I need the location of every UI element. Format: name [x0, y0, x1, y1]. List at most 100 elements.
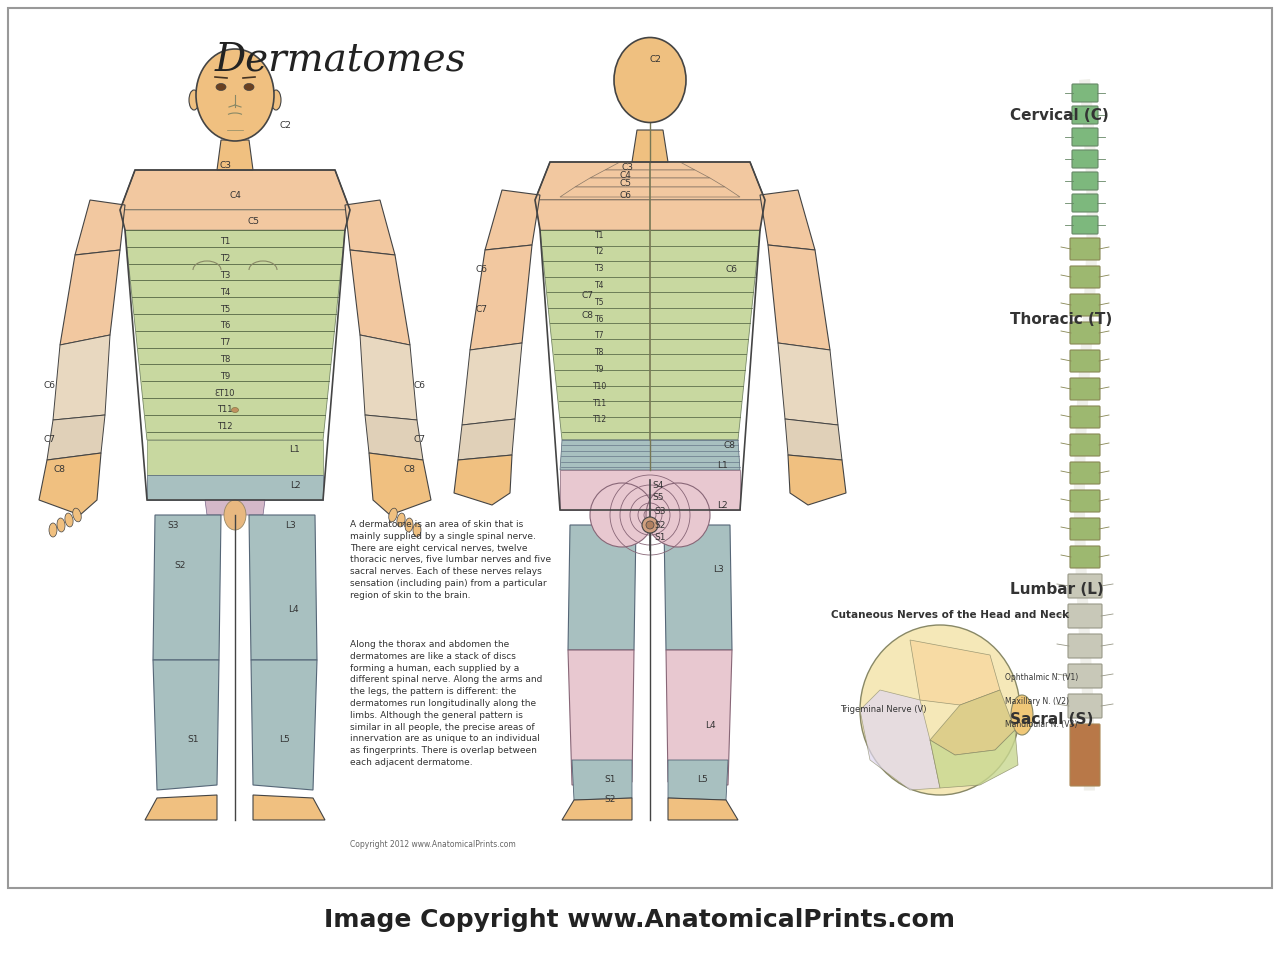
FancyBboxPatch shape: [1073, 106, 1098, 124]
Text: Ophthalmic N. (V1): Ophthalmic N. (V1): [1005, 674, 1078, 683]
Polygon shape: [540, 230, 760, 440]
Text: S1: S1: [187, 735, 198, 745]
Text: C8: C8: [404, 466, 416, 474]
FancyBboxPatch shape: [1070, 350, 1100, 372]
Text: Sacral (S): Sacral (S): [1010, 712, 1093, 728]
Polygon shape: [470, 245, 532, 350]
FancyBboxPatch shape: [1068, 664, 1102, 688]
Polygon shape: [664, 525, 732, 650]
Polygon shape: [485, 190, 540, 250]
Text: T2: T2: [220, 254, 230, 263]
Ellipse shape: [49, 523, 58, 537]
Polygon shape: [931, 690, 1015, 755]
Text: C6: C6: [476, 266, 488, 275]
Polygon shape: [572, 760, 632, 800]
Ellipse shape: [73, 508, 81, 522]
FancyBboxPatch shape: [1073, 194, 1098, 212]
Polygon shape: [568, 525, 636, 650]
FancyBboxPatch shape: [1073, 172, 1098, 190]
Polygon shape: [535, 200, 765, 230]
Text: T8: T8: [220, 355, 230, 364]
Polygon shape: [668, 798, 739, 820]
Text: C2: C2: [649, 56, 660, 64]
Ellipse shape: [244, 84, 253, 90]
Text: T3: T3: [220, 271, 230, 280]
Polygon shape: [145, 795, 218, 820]
Text: S5: S5: [653, 493, 664, 502]
Polygon shape: [788, 455, 846, 505]
Polygon shape: [910, 640, 1000, 705]
Text: Dermatomes: Dermatomes: [214, 41, 466, 79]
FancyBboxPatch shape: [1073, 150, 1098, 168]
Text: T9: T9: [595, 365, 604, 373]
Polygon shape: [147, 475, 323, 500]
Ellipse shape: [189, 90, 198, 110]
Text: T11: T11: [218, 405, 233, 415]
Ellipse shape: [1011, 695, 1033, 735]
Text: L1: L1: [289, 445, 301, 454]
Polygon shape: [778, 343, 838, 425]
Ellipse shape: [216, 84, 227, 90]
Text: L2: L2: [717, 500, 727, 510]
Text: S3: S3: [168, 520, 179, 530]
FancyBboxPatch shape: [1070, 462, 1100, 484]
Ellipse shape: [397, 513, 406, 527]
FancyBboxPatch shape: [1070, 546, 1100, 568]
Text: C6: C6: [44, 380, 56, 390]
Text: S2: S2: [174, 561, 186, 569]
Text: ƐT10: ƐT10: [215, 389, 236, 397]
Text: C8: C8: [724, 441, 736, 449]
Text: S2: S2: [654, 520, 666, 530]
Polygon shape: [666, 650, 732, 785]
Text: T12: T12: [218, 422, 233, 431]
Text: C8: C8: [582, 310, 594, 320]
Polygon shape: [154, 515, 221, 660]
Text: C7: C7: [582, 291, 594, 300]
Text: S2: S2: [604, 796, 616, 804]
Polygon shape: [561, 440, 740, 470]
Text: Trigeminal Nerve (V): Trigeminal Nerve (V): [840, 706, 927, 714]
Polygon shape: [205, 500, 265, 515]
Polygon shape: [590, 170, 710, 178]
Text: T11: T11: [593, 398, 607, 407]
Polygon shape: [251, 660, 317, 790]
Text: C4: C4: [620, 171, 631, 180]
Text: C5: C5: [247, 218, 259, 227]
Polygon shape: [668, 760, 728, 800]
FancyBboxPatch shape: [1070, 434, 1100, 456]
FancyBboxPatch shape: [1070, 238, 1100, 260]
Text: Maxillary N. (V2): Maxillary N. (V2): [1005, 698, 1069, 707]
Text: T3: T3: [595, 264, 604, 273]
Polygon shape: [76, 200, 125, 255]
Text: C6: C6: [726, 266, 739, 275]
Polygon shape: [120, 170, 349, 210]
Ellipse shape: [232, 407, 238, 413]
Text: C7: C7: [413, 436, 426, 444]
FancyBboxPatch shape: [1070, 378, 1100, 400]
FancyBboxPatch shape: [1073, 216, 1098, 234]
Polygon shape: [562, 798, 632, 820]
FancyBboxPatch shape: [1068, 604, 1102, 628]
Text: Thoracic (T): Thoracic (T): [1010, 313, 1112, 327]
Text: Cervical (C): Cervical (C): [1010, 108, 1108, 123]
Polygon shape: [360, 335, 417, 420]
Text: T10: T10: [593, 382, 607, 391]
Polygon shape: [575, 178, 724, 187]
Text: T9: T9: [220, 372, 230, 381]
Text: T6: T6: [220, 322, 230, 330]
FancyBboxPatch shape: [1070, 518, 1100, 540]
Ellipse shape: [65, 513, 73, 527]
Text: L2: L2: [289, 481, 301, 490]
Polygon shape: [462, 343, 522, 425]
Polygon shape: [931, 730, 1018, 788]
Polygon shape: [38, 453, 101, 515]
Text: C2: C2: [279, 121, 291, 130]
Text: T2: T2: [595, 248, 604, 256]
Circle shape: [643, 517, 658, 533]
Polygon shape: [369, 453, 431, 515]
FancyBboxPatch shape: [1070, 724, 1100, 786]
Polygon shape: [349, 250, 410, 345]
Text: L3: L3: [713, 565, 723, 574]
Ellipse shape: [389, 508, 397, 522]
Polygon shape: [218, 140, 253, 170]
